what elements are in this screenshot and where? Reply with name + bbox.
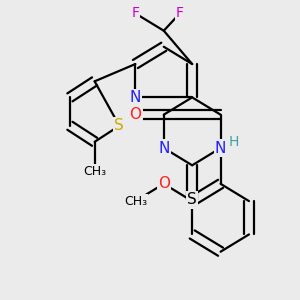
- Text: S: S: [114, 118, 124, 133]
- Text: N: N: [158, 140, 169, 155]
- Text: O: O: [129, 107, 141, 122]
- Text: F: F: [176, 6, 184, 20]
- Text: CH₃: CH₃: [83, 165, 106, 178]
- Text: N: N: [215, 140, 226, 155]
- Text: O: O: [158, 176, 170, 191]
- Text: CH₃: CH₃: [124, 195, 147, 208]
- Text: S: S: [187, 192, 197, 207]
- Text: N: N: [130, 90, 141, 105]
- Text: H: H: [229, 135, 239, 149]
- Text: F: F: [131, 6, 140, 20]
